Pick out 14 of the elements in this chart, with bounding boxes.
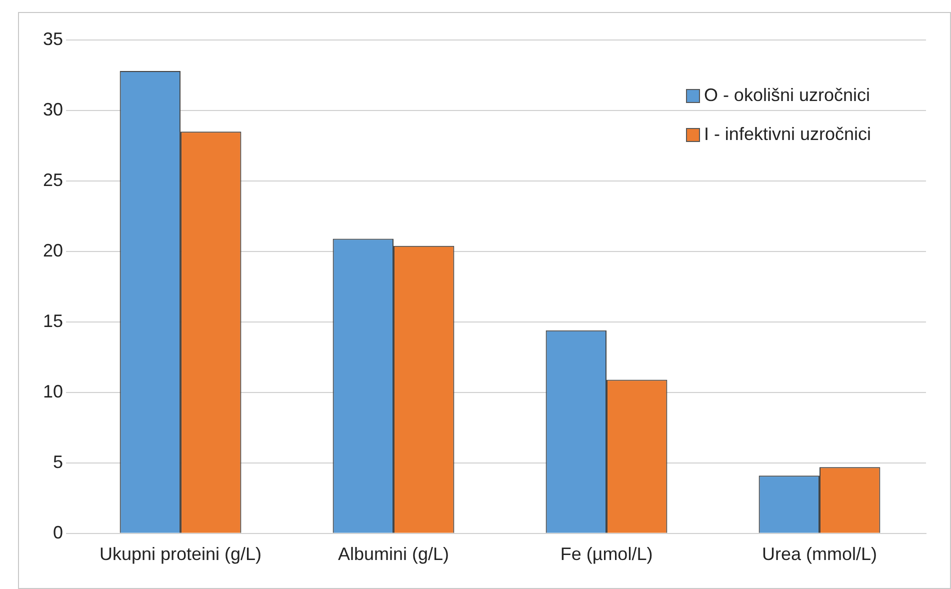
x-tick-label: Fe (µmol/L) [560, 544, 653, 564]
y-tick-label: 0 [53, 522, 64, 542]
y-tick-label: 10 [42, 381, 64, 402]
legend-label: I - infektivni uzročnici [704, 124, 871, 145]
y-tick-label: 5 [53, 452, 64, 472]
y-tick-label: 35 [42, 28, 64, 49]
y-tick-label: 25 [42, 170, 64, 190]
x-tick-label: Albumini (g/L) [338, 544, 450, 564]
y-tick-label: 15 [42, 310, 64, 331]
y-tick-label: 20 [42, 240, 64, 260]
legend-label: O - okolišni uzročnici [704, 85, 870, 106]
x-tick-label: Urea (mmol/L) [762, 544, 878, 564]
y-tick-label: 30 [42, 99, 64, 120]
x-tick-label: Ukupni proteini (g/L) [99, 544, 262, 564]
